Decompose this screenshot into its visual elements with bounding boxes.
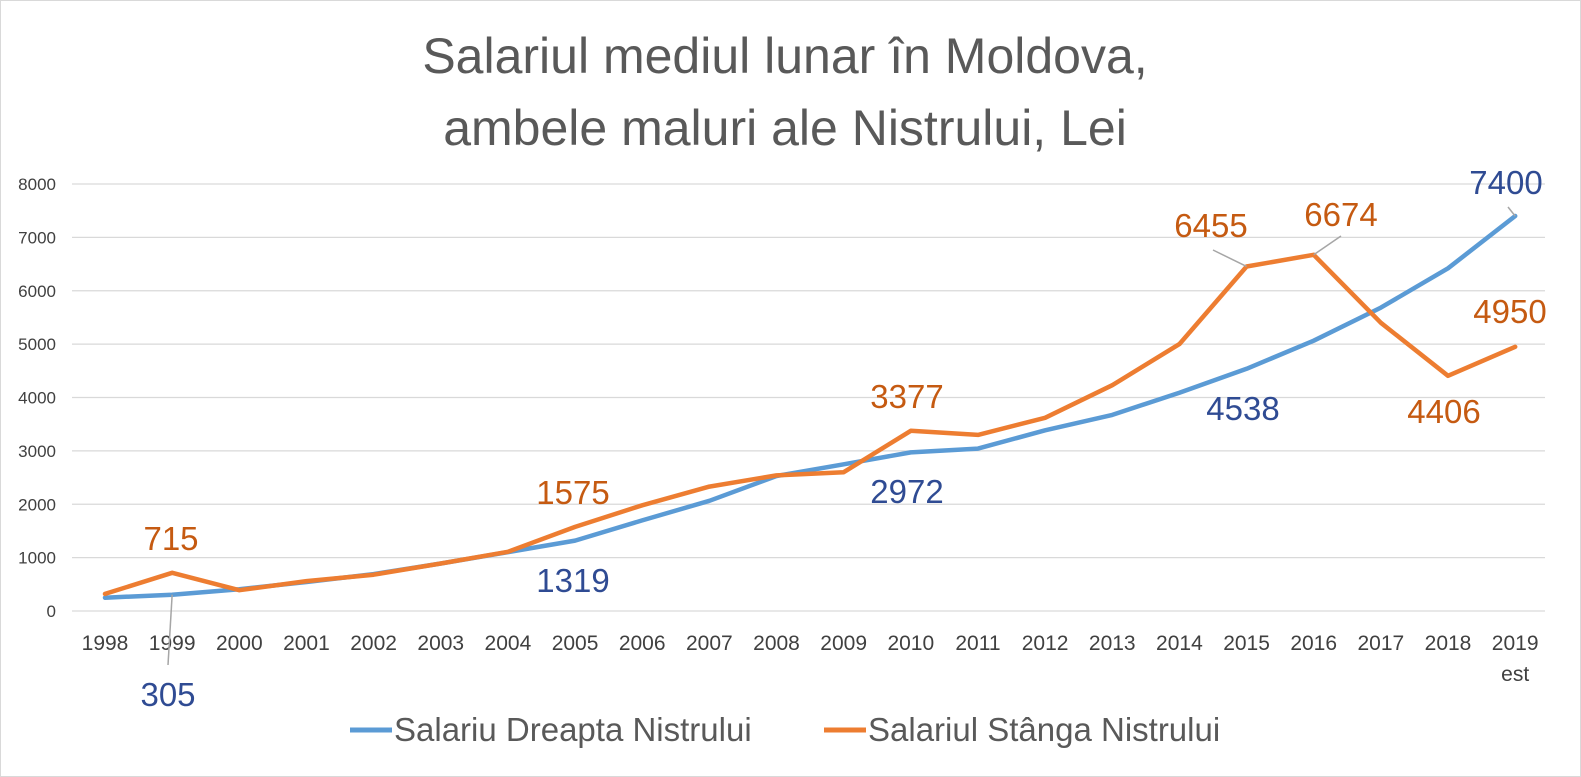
leader-line-305 [167,594,173,666]
x-tick-label-2004: 2004 [485,632,532,655]
data-label-4950: 4950 [1473,293,1546,330]
legend: Salariu Dreapta Nistrului Salariul Stânga… [350,711,1220,748]
legend-label-2: Salariul Stânga Nistrului [868,711,1220,748]
x-tick-label-2002: 2002 [350,632,397,655]
grid-lines [72,183,1545,612]
y-axis-ticks: 0 1000 2000 3000 4000 5000 6000 7000 8000 [18,175,56,621]
x-tick-sublabel-2019: est [1501,663,1529,686]
x-tick-label-2018: 2018 [1425,632,1472,655]
data-label-1575: 1575 [536,474,609,511]
y-tick-label-0: 0 [47,602,56,621]
series-line-1 [102,213,1518,600]
y-tick-label-6000: 6000 [18,282,56,301]
x-tick-label-1999: 1999 [149,632,196,655]
x-tick-label-1998: 1998 [82,632,129,655]
y-tick-label-4000: 4000 [18,389,56,408]
chart-title: Salariul mediul lunar în Moldova, ambele … [422,28,1147,156]
chart-title-line-1: Salariul mediul lunar în Moldova, [422,28,1147,84]
label-leader-lines [167,206,1516,666]
data-label-715: 715 [143,520,198,557]
y-tick-label-8000: 8000 [18,175,56,194]
legend-label-1: Salariu Dreapta Nistrului [394,711,752,748]
data-label-7400: 7400 [1469,164,1542,201]
x-tick-label-2008: 2008 [753,632,800,655]
x-tick-label-2000: 2000 [216,632,263,655]
data-label-4538: 4538 [1206,390,1279,427]
data-label-305: 305 [140,676,195,713]
data-label-6674: 6674 [1304,196,1377,233]
x-tick-label-2017: 2017 [1357,632,1404,655]
data-label-3377: 3377 [870,378,943,415]
data-label-4406: 4406 [1407,393,1480,430]
y-tick-label-1000: 1000 [18,549,56,568]
data-label-6455: 6455 [1174,207,1247,244]
x-tick-label-2005: 2005 [552,632,599,655]
y-tick-label-2000: 2000 [18,495,56,514]
x-tick-label-2006: 2006 [619,632,666,655]
x-tick-label-2015: 2015 [1223,632,1270,655]
x-tick-label-2019: 2019 [1492,632,1539,655]
x-tick-label-2014: 2014 [1156,632,1203,655]
x-tick-label-2016: 2016 [1290,632,1337,655]
data-label-1319: 1319 [536,562,609,599]
data-label-2972: 2972 [870,473,943,510]
x-tick-label-2011: 2011 [955,632,1000,655]
y-tick-label-5000: 5000 [18,335,56,354]
x-tick-label-2012: 2012 [1022,632,1069,655]
leader-line-6455 [1212,249,1247,268]
x-axis-ticks: 1998 1999 2000 2001 2002 2003 2004 2005 2006 2007… [82,632,1539,686]
x-tick-label-2009: 2009 [820,632,867,655]
data-labels: 305 1319 2972 4538 7400 715 1575 3377 6455 6674 44… [140,164,1546,713]
y-tick-label-3000: 3000 [18,442,56,461]
y-tick-label-7000: 7000 [18,228,56,247]
series-line-2 [102,252,1518,597]
x-tick-label-2013: 2013 [1089,632,1136,655]
x-tick-label-2001: 2001 [283,632,330,655]
leader-line-7400 [1507,206,1516,217]
x-tick-label-2010: 2010 [887,632,934,655]
chart-title-line-2: ambele maluri ale Nistrului, Lei [443,100,1127,156]
x-tick-label-2007: 2007 [686,632,733,655]
leader-line-6674 [1313,235,1342,256]
series-lines [102,213,1518,600]
x-tick-label-2003: 2003 [417,632,464,655]
